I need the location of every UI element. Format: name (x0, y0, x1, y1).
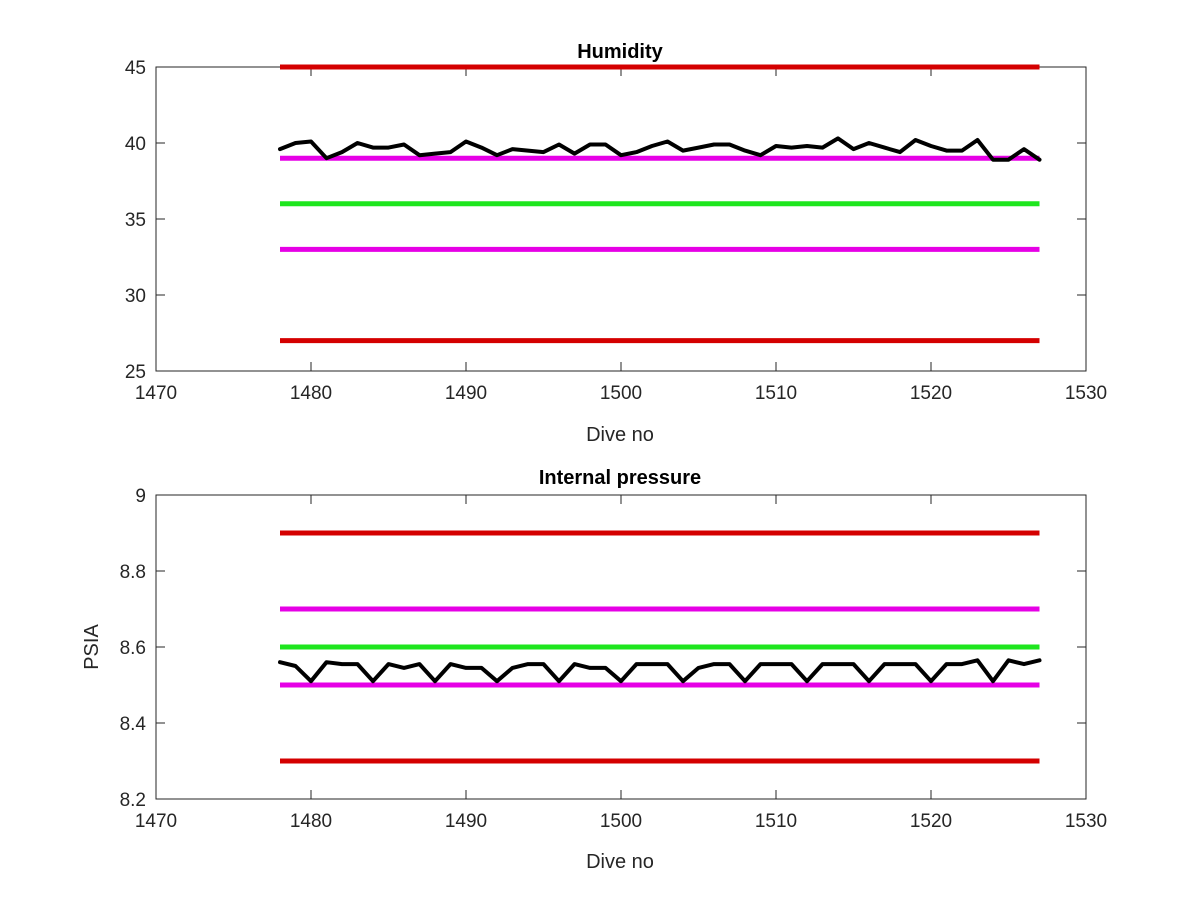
y-tick-label: 8.8 (120, 562, 146, 583)
x-tick-label: 1470 (135, 811, 177, 832)
y-tick-label: 45 (125, 58, 146, 79)
y-tick-label: 8.2 (120, 790, 146, 811)
y-tick-label: 9 (135, 486, 146, 507)
y-tick-label: 30 (125, 286, 146, 307)
series-line (278, 136, 1042, 162)
plot-area: 1470 1480 1490 1500 1510 1520 1530 8.2 8.4 8.6 8.8… (120, 486, 1108, 832)
y-tick-label: 35 (125, 210, 146, 231)
x-tick-label: 1530 (1065, 383, 1107, 404)
x-tick-label: 1490 (445, 383, 487, 404)
series-line (278, 658, 1042, 684)
chart-title: Humidity (577, 41, 663, 63)
x-tick-label: 1510 (755, 383, 797, 404)
x-tick-label: 1510 (755, 811, 797, 832)
y-axis-label: PSIA (81, 624, 103, 670)
chart-title: Internal pressure (539, 467, 701, 489)
x-tick-label: 1470 (135, 383, 177, 404)
x-tick-label: 1520 (910, 383, 952, 404)
x-tick-label: 1480 (290, 383, 332, 404)
x-tick-label: 1490 (445, 811, 487, 832)
x-tick-label: 1520 (910, 811, 952, 832)
humidity-chart: Humidity 1470 1480 1490 1500 1510 1520 1530 25 3… (125, 41, 1107, 446)
x-axis-label: Dive no (586, 851, 654, 873)
y-tick-label: 25 (125, 362, 146, 383)
x-tick-label: 1530 (1065, 811, 1107, 832)
x-axis-label: Dive no (586, 424, 654, 446)
x-tick-label: 1500 (600, 811, 642, 832)
axes-box (155, 66, 1087, 372)
y-tick-label: 8.6 (120, 638, 146, 659)
internal-pressure-chart: Internal pressure 1470 1480 1490 1500 1510 15… (81, 467, 1107, 873)
y-tick-label: 8.4 (120, 714, 147, 735)
x-tick-label: 1480 (290, 811, 332, 832)
x-tick-label: 1500 (600, 383, 642, 404)
plot-area: 1470 1480 1490 1500 1510 1520 1530 25 30 35 40 45 (125, 58, 1107, 404)
y-tick-label: 40 (125, 134, 146, 155)
